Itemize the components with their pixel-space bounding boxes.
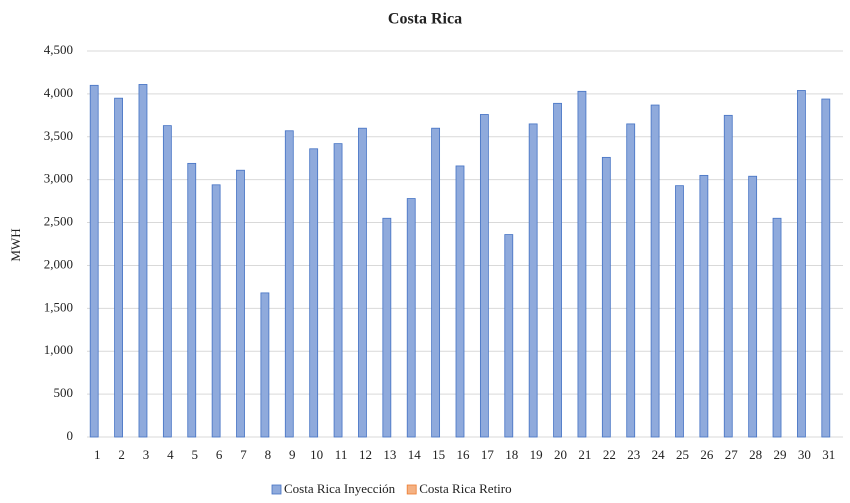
y-tick-label: 1,500 — [44, 299, 73, 314]
x-tick-label: 22 — [603, 447, 616, 462]
x-tick-label: 29 — [774, 447, 787, 462]
bar — [162, 125, 172, 438]
legend-swatch — [271, 484, 282, 495]
x-tick-label: 25 — [676, 447, 689, 462]
y-tick-label: 3,000 — [44, 171, 73, 186]
x-tick-label: 18 — [505, 447, 518, 462]
x-tick-label: 11 — [335, 447, 348, 462]
bar — [236, 169, 245, 438]
bar — [797, 90, 806, 438]
x-tick-label: 23 — [627, 447, 640, 462]
x-tick-label: 9 — [289, 447, 296, 462]
x-tick-label: 15 — [432, 447, 445, 462]
bar — [211, 184, 221, 438]
y-axis-label: MWH — [8, 228, 23, 261]
bar — [504, 234, 514, 438]
bar — [89, 84, 99, 438]
y-tick-label: 3,500 — [44, 128, 73, 143]
bar — [187, 162, 197, 438]
bar — [821, 98, 831, 438]
x-tick-label: 10 — [310, 447, 323, 462]
x-tick-label: 3 — [143, 447, 150, 462]
bar — [553, 102, 562, 438]
x-tick-label: 13 — [383, 447, 396, 462]
bar — [309, 148, 319, 438]
legend-label: Costa Rica Inyección — [284, 481, 396, 496]
bar — [626, 123, 636, 438]
x-tick-label: 16 — [457, 447, 471, 462]
bar — [333, 143, 343, 438]
bar — [431, 127, 441, 438]
bar — [650, 104, 660, 438]
y-tick-label: 4,000 — [44, 85, 73, 100]
x-tick-label: 4 — [167, 447, 174, 462]
x-tick-label: 28 — [749, 447, 762, 462]
legend-label: Costa Rica Retiro — [419, 481, 511, 496]
x-tick-label: 31 — [822, 447, 835, 462]
bar — [284, 130, 294, 438]
bar — [528, 123, 538, 438]
x-tick-label: 27 — [725, 447, 739, 462]
bar — [455, 165, 465, 438]
x-tick-label: 30 — [798, 447, 811, 462]
y-tick-label: 2,500 — [44, 214, 73, 229]
x-tick-label: 14 — [408, 447, 422, 462]
bar — [479, 114, 489, 438]
x-tick-label: 5 — [191, 447, 198, 462]
bar — [358, 127, 367, 438]
bar — [772, 217, 782, 438]
bar — [723, 114, 733, 438]
bar — [114, 97, 123, 438]
x-tick-label: 7 — [240, 447, 247, 462]
bar — [699, 174, 709, 438]
x-tick-label: 12 — [359, 447, 372, 462]
chart-title: Costa Rica — [388, 11, 462, 28]
bar — [748, 175, 758, 438]
y-tick-label: 500 — [54, 385, 74, 400]
legend-swatch — [406, 484, 417, 495]
bar — [406, 198, 416, 438]
x-tick-label: 21 — [578, 447, 591, 462]
y-tick-label: 0 — [67, 428, 74, 443]
y-tick-label: 2,000 — [44, 256, 73, 271]
x-tick-label: 1 — [94, 447, 101, 462]
x-tick-label: 2 — [118, 447, 125, 462]
y-tick-label: 1,000 — [44, 342, 73, 357]
x-tick-label: 20 — [554, 447, 567, 462]
x-tick-label: 19 — [530, 447, 543, 462]
bar — [601, 156, 611, 438]
x-tick-label: 24 — [652, 447, 666, 462]
x-tick-label: 6 — [216, 447, 223, 462]
y-tick-label: 4,500 — [44, 42, 73, 57]
x-tick-label: 8 — [265, 447, 272, 462]
bar — [260, 292, 270, 438]
x-tick-label: 26 — [700, 447, 714, 462]
bar — [382, 217, 392, 438]
bar — [138, 84, 148, 438]
x-tick-label: 17 — [481, 447, 495, 462]
bar — [675, 185, 684, 438]
bar — [577, 90, 587, 438]
